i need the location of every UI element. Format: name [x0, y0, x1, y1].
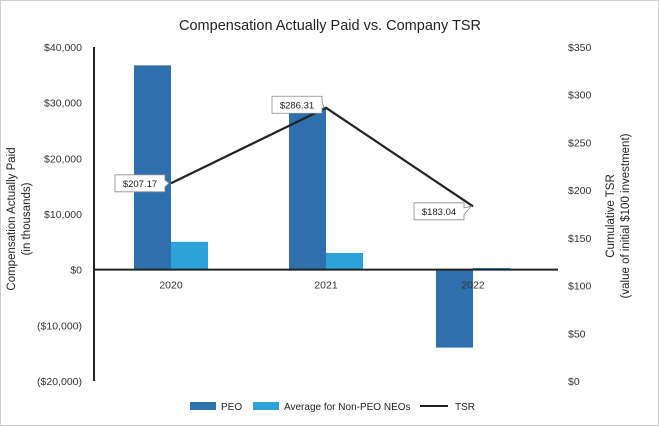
- tsr-callout-box: [114, 174, 170, 193]
- y-axis-title-line-1: Compensation Actually Paid: [6, 147, 18, 290]
- y-axis-title-line-2: (in thousands): [21, 182, 33, 255]
- tsr-line: [170, 106, 474, 208]
- tsr-data-label: $286.31: [271, 95, 325, 114]
- y-axis-title: Compensation Actually Paid (in thousands…: [6, 147, 33, 290]
- y-tick-label: ($10,000): [37, 320, 82, 332]
- y2-tick-label: $300: [568, 90, 592, 102]
- tsr-callout-box: [413, 202, 473, 221]
- y2-tick-label: $350: [568, 42, 592, 54]
- tsr-data-label: $183.04: [413, 202, 473, 221]
- non-peo-neo-bar: [171, 241, 208, 270]
- legend-label: TSR: [455, 402, 475, 413]
- x-tick-label: 2020: [159, 280, 183, 292]
- legend-swatch: [190, 402, 216, 410]
- non-peo-neo-bar: [326, 252, 363, 270]
- y2-tick-label: $250: [568, 137, 592, 149]
- legend-label: Average for Non-PEO NEOs: [284, 402, 411, 413]
- y-tick-label: $20,000: [44, 153, 82, 165]
- y-tick-label: $10,000: [44, 209, 82, 221]
- tsr-data-label: $207.17: [114, 174, 170, 193]
- legend-item: PEO: [190, 402, 242, 413]
- peo-bar: [134, 65, 171, 270]
- y-tick-label: ($20,000): [37, 376, 82, 388]
- tsr-callout-box: [271, 95, 325, 114]
- y-tick-label: $30,000: [44, 98, 82, 110]
- tsr-callout-text: $183.04: [422, 207, 456, 218]
- y2-tick-label: $150: [568, 233, 592, 245]
- tsr-callout-text: $286.31: [280, 100, 314, 111]
- peo-bar: [289, 107, 326, 270]
- legend: PEO Average for Non-PEO NEOs TSR: [190, 402, 475, 413]
- x-tick-label: 2022: [461, 280, 485, 292]
- y2-tick-label: $0: [568, 376, 580, 388]
- legend-label: PEO: [221, 402, 242, 413]
- y2-axis-title-line-1: Cumulative TSR: [605, 174, 617, 258]
- y2-tick-label: $100: [568, 281, 592, 293]
- y2-tick-label: $200: [568, 185, 592, 197]
- legend-item: Average for Non-PEO NEOs: [253, 402, 411, 413]
- tsr-callout-text: $207.17: [123, 179, 157, 190]
- legend-swatch: [253, 402, 279, 410]
- plot-area: $40,000 $30,000 $20,000 $10,000 $0 ($10,000) (…: [37, 42, 591, 388]
- chart-title: Compensation Actually Paid vs. Company T…: [179, 18, 481, 34]
- peo-bar: [436, 269, 473, 348]
- legend-item: TSR: [420, 402, 475, 413]
- y2-axis-title: Cumulative TSR (value of initial $100 in…: [605, 133, 632, 298]
- y2-tick-label: $50: [568, 328, 586, 340]
- y-tick-label: $40,000: [44, 42, 82, 54]
- y-tick-label: $0: [70, 265, 82, 277]
- x-tick-label: 2021: [314, 280, 338, 292]
- y2-axis-title-line-2: (value of initial $100 investment): [620, 133, 632, 298]
